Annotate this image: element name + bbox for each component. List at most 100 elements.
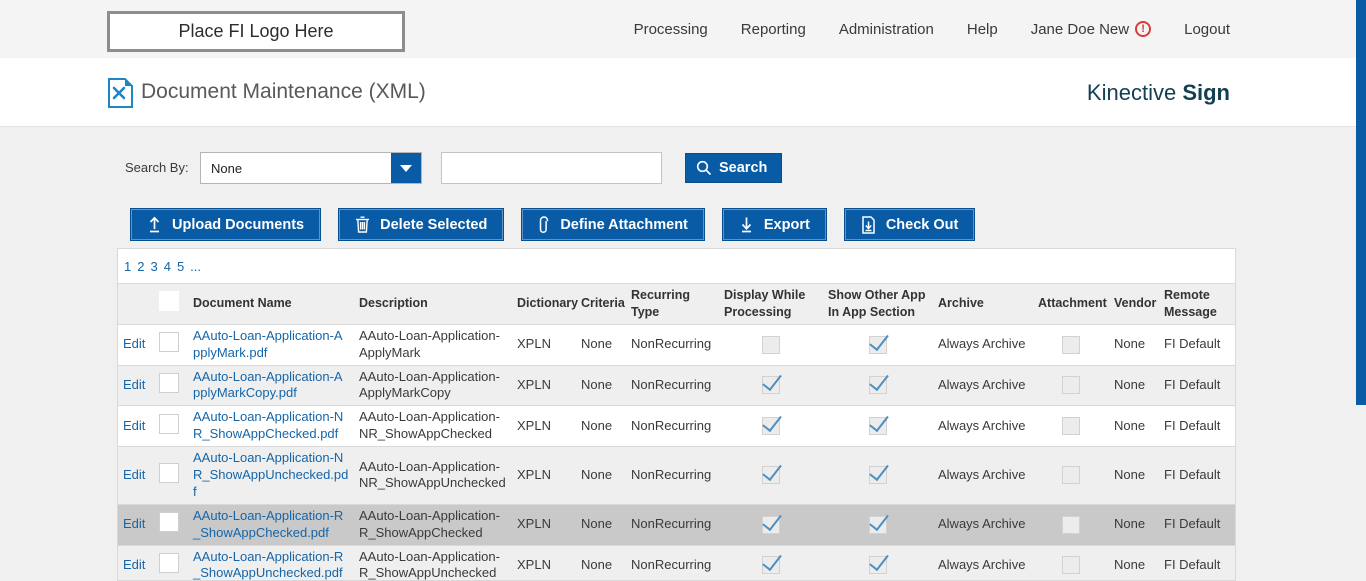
select-all-checkbox[interactable] <box>159 291 179 312</box>
action-toolbar: Upload Documents Delete Selected Define At… <box>130 208 976 241</box>
search-button-label: Search <box>719 160 768 176</box>
check-out-button[interactable]: Check Out <box>843 208 976 241</box>
button-label: Upload Documents <box>172 216 305 233</box>
nav-administration[interactable]: Administration <box>838 20 934 38</box>
edit-link[interactable]: Edit <box>123 516 146 532</box>
display-while-processing-checkbox[interactable] <box>762 515 780 534</box>
display-while-processing-checkbox[interactable] <box>762 466 780 485</box>
recurring-type-cell: NonRecurring <box>626 365 719 407</box>
page-link-1[interactable]: 1 <box>124 258 132 274</box>
edit-link[interactable]: Edit <box>123 466 146 482</box>
show-other-app-checkbox[interactable] <box>869 556 887 575</box>
fi-logo-placeholder: Place FI Logo Here <box>107 11 405 52</box>
search-button[interactable]: Search <box>685 153 783 183</box>
document-name-link[interactable]: AAuto-Loan-Application-ApplyMark.pdf <box>193 327 343 360</box>
nav-logout[interactable]: Logout <box>1184 20 1230 38</box>
scrollbar-track[interactable] <box>1356 0 1366 581</box>
search-input[interactable] <box>441 152 662 184</box>
attachment-checkbox[interactable] <box>1062 466 1080 485</box>
scrollbar-thumb[interactable] <box>1356 0 1366 405</box>
search-row: Search By: None Search <box>0 150 1366 186</box>
page-link-2[interactable]: 2 <box>137 258 145 274</box>
dictionary-cell: XPLN <box>512 365 576 407</box>
attachment-checkbox[interactable] <box>1062 417 1080 436</box>
display-while-processing-checkbox[interactable] <box>762 335 780 354</box>
document-name-link[interactable]: AAuto-Loan-Application-NR_ShowAppUncheck… <box>193 450 349 499</box>
archive-cell: Always Archive <box>933 405 1033 448</box>
page-link-more[interactable]: ... <box>190 258 202 274</box>
archive-cell: Always Archive <box>933 446 1033 505</box>
nav-reporting[interactable]: Reporting <box>740 20 806 38</box>
show-other-app-checkbox[interactable] <box>869 515 887 534</box>
trash-icon <box>355 216 370 233</box>
show-other-app-checkbox[interactable] <box>869 417 887 436</box>
criteria-cell: None <box>576 324 626 366</box>
vendor-cell: None <box>1109 545 1159 580</box>
row-checkbox[interactable] <box>159 552 179 573</box>
column-header-description: Description <box>354 283 512 325</box>
display-while-processing-checkbox[interactable] <box>762 417 780 436</box>
page-link-3[interactable]: 3 <box>150 258 158 274</box>
recurring-type-cell: NonRecurring <box>626 324 719 366</box>
remote-message-cell: FI Default <box>1159 324 1235 366</box>
edit-link[interactable]: Edit <box>123 417 146 433</box>
archive-cell: Always Archive <box>933 545 1033 580</box>
column-header-attachment: Attachment <box>1033 283 1109 325</box>
edit-link[interactable]: Edit <box>123 556 146 572</box>
remote-message-cell: FI Default <box>1159 405 1235 448</box>
brand-regular: Kinective <box>1086 80 1177 105</box>
row-checkbox[interactable] <box>159 462 179 483</box>
row-checkbox[interactable] <box>159 332 179 353</box>
search-by-dropdown[interactable]: None <box>200 152 422 184</box>
description-text: AAuto-Loan-Application-R_ShowAppUnchecke… <box>359 548 500 581</box>
criteria-cell: None <box>576 446 626 505</box>
show-other-app-checkbox[interactable] <box>869 376 887 395</box>
top-bar: Place FI Logo Here Processing Reporting Ad… <box>0 0 1366 58</box>
button-label: Delete Selected <box>380 216 488 233</box>
description-text: AAuto-Loan-Application-NR_ShowAppUncheck… <box>359 458 506 491</box>
recurring-type-cell: NonRecurring <box>626 405 719 448</box>
nav-jane-doe-new[interactable]: Jane Doe New! <box>1031 21 1152 38</box>
table-row: Edit AAuto-Loan-Application-R_ShowAppChe… <box>118 504 1235 546</box>
edit-link[interactable]: Edit <box>123 336 146 352</box>
define-attachment-button[interactable]: Define Attachment <box>521 208 705 241</box>
recurring-type-cell: NonRecurring <box>626 446 719 505</box>
display-while-processing-checkbox[interactable] <box>762 556 780 575</box>
document-name-link[interactable]: AAuto-Loan-Application-R_ShowAppChecked.… <box>193 507 344 540</box>
document-maintenance-icon <box>107 78 134 113</box>
paperclip-icon <box>538 215 550 234</box>
document-name-link[interactable]: AAuto-Loan-Application-NR_ShowAppChecked… <box>193 409 344 442</box>
upload-documents-button[interactable]: Upload Documents <box>130 208 322 241</box>
column-header-criteria: Criteria <box>576 283 626 325</box>
row-checkbox[interactable] <box>159 413 179 434</box>
dictionary-cell: XPLN <box>512 405 576 448</box>
row-checkbox[interactable] <box>159 372 179 393</box>
display-while-processing-checkbox[interactable] <box>762 376 780 395</box>
page-link-4[interactable]: 4 <box>163 258 171 274</box>
column-header-recurring-type: Recurring Type <box>626 283 719 325</box>
row-checkbox[interactable] <box>159 512 179 533</box>
page-link-5[interactable]: 5 <box>176 258 185 274</box>
column-header-document-name: Document Name <box>188 283 354 325</box>
attachment-checkbox[interactable] <box>1062 556 1080 575</box>
show-other-app-checkbox[interactable] <box>869 335 887 354</box>
edit-link[interactable]: Edit <box>123 376 146 392</box>
pagination: 1 2 3 4 5... <box>118 249 1235 283</box>
document-name-link[interactable]: AAuto-Loan-Application-R_ShowAppUnchecke… <box>193 548 344 581</box>
button-label: Export <box>763 216 810 233</box>
select-all-header <box>154 283 188 325</box>
dropdown-arrow-button[interactable] <box>391 153 421 183</box>
document-name-link[interactable]: AAuto-Loan-Application-ApplyMarkCopy.pdf <box>193 368 343 401</box>
attachment-checkbox[interactable] <box>1062 376 1080 395</box>
nav-help[interactable]: Help <box>966 20 998 38</box>
nav-processing[interactable]: Processing <box>633 20 708 38</box>
export-button[interactable]: Export <box>721 208 827 241</box>
column-header-remote-message: Remote Message <box>1159 283 1235 325</box>
delete-selected-button[interactable]: Delete Selected <box>338 208 505 241</box>
attachment-checkbox[interactable] <box>1062 335 1080 354</box>
attachment-checkbox[interactable] <box>1062 515 1080 534</box>
edit-column-header <box>118 283 154 325</box>
show-other-app-checkbox[interactable] <box>869 466 887 485</box>
button-label: Check Out <box>885 216 959 233</box>
archive-cell: Always Archive <box>933 365 1033 407</box>
